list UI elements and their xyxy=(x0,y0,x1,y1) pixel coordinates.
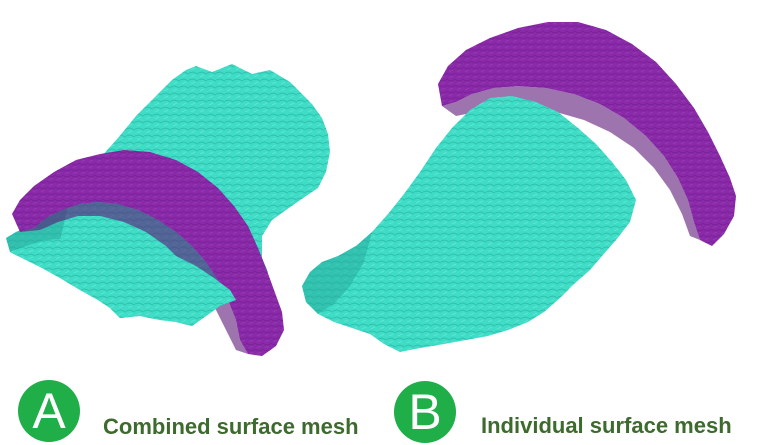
panel-a-caption: Combined surface mesh xyxy=(103,416,359,438)
panel-a-mesh xyxy=(6,64,330,356)
panel-b-letter: B xyxy=(408,384,442,440)
panel-b-caption: Individual surface mesh xyxy=(481,415,732,437)
panel-b-caption-text: Individual surface mesh xyxy=(481,413,732,438)
panel-a-badge: A xyxy=(18,380,80,442)
panel-a-caption-text: Combined surface mesh xyxy=(103,414,359,439)
panel-a-letter: A xyxy=(32,383,66,439)
panel-b-mesh xyxy=(302,22,736,352)
panel-b-badge: B xyxy=(394,381,456,443)
